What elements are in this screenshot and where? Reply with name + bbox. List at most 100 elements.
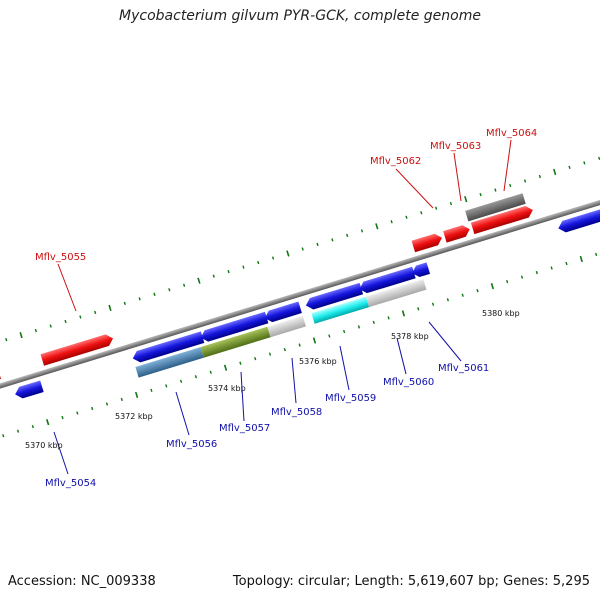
scale-tick-top — [316, 242, 319, 247]
scale-tick-bottom — [120, 397, 123, 402]
scale-tick-bottom — [579, 255, 583, 263]
scale-tick-bottom — [446, 298, 449, 302]
scale-tick-top — [5, 337, 8, 342]
genome-backbone — [0, 181, 600, 408]
gene-label-mflv-5056: Mflv_5056 — [166, 439, 217, 450]
scale-tick-bottom — [46, 419, 50, 426]
map-title: Mycobacterium gilvum PYR-GCK, complete g… — [119, 8, 481, 24]
scale-tick-top — [301, 247, 304, 251]
scale-tick-top — [227, 270, 230, 274]
scale-tick-top — [583, 161, 586, 165]
scale-tick-top — [390, 220, 393, 224]
gene-mflv-5059 — [305, 282, 364, 310]
feature-light-a — [267, 315, 306, 338]
gene-mflv-5060 — [359, 266, 416, 294]
scale-tick-bottom — [134, 391, 139, 399]
gene-mflv-5055 — [40, 334, 114, 366]
scale-tick-bottom — [223, 364, 228, 371]
scale-tick-bottom — [506, 279, 509, 284]
feature-cyan — [311, 296, 370, 324]
kbp-label: 5370 kbp — [25, 441, 63, 450]
scale-tick-top — [538, 174, 541, 179]
scale-tick-top — [360, 229, 364, 233]
scale-tick-bottom — [417, 307, 420, 311]
kbp-label: 5372 kbp — [115, 412, 153, 421]
scale-tick-top — [242, 265, 245, 269]
scale-tick-top — [523, 179, 527, 183]
scale-tick-bottom — [179, 379, 183, 383]
leader-lines — [53, 139, 512, 475]
scale-tick-top — [286, 250, 290, 257]
scale-tick-top — [434, 206, 438, 210]
accession-text: Accession: NC_009338 — [8, 574, 156, 589]
scale-tick-bottom — [76, 411, 79, 415]
gene-label-mflv-5064: Mflv_5064 — [486, 128, 537, 139]
scale-tick-bottom — [268, 352, 272, 356]
scale-tick-bottom — [595, 252, 598, 257]
scale-tick-top — [271, 256, 275, 260]
scale-tick-bottom — [431, 302, 435, 306]
gene-label-mflv-5063: Mflv_5063 — [430, 141, 481, 152]
kbp-labels: 5370 kbp 5372 kbp 5374 kbp 5376 kbp 5378… — [25, 309, 520, 450]
gene-label-mflv-5060: Mflv_5060 — [383, 377, 434, 388]
scale-tick-bottom — [150, 388, 153, 393]
scale-tick-top — [331, 238, 334, 242]
top-tick-row — [5, 156, 600, 342]
scale-tick-bottom — [61, 415, 64, 420]
scale-tick-top — [212, 274, 215, 278]
gene-mflv-5056 — [132, 331, 205, 363]
topology-summary: Topology: circular; Length: 5,619,607 bp… — [232, 574, 590, 589]
scale-tick-top — [123, 301, 126, 306]
scale-tick-top — [553, 168, 557, 176]
scale-tick-top — [598, 156, 600, 160]
leader-mflv-5059 — [339, 345, 350, 391]
gene-reverse-right-edge — [558, 195, 600, 233]
leader-mflv-5062 — [395, 168, 434, 209]
gene-mflv-5062 — [411, 233, 443, 253]
gene-label-mflv-5055: Mflv_5055 — [35, 252, 86, 263]
bottom-tick-row — [2, 252, 598, 438]
scale-tick-bottom — [194, 375, 198, 379]
scale-tick-bottom — [312, 337, 317, 344]
scale-tick-bottom — [520, 275, 524, 279]
scale-tick-top — [464, 196, 468, 203]
gene-mflv-5061 — [412, 262, 431, 278]
scale-tick-top — [375, 223, 379, 230]
leader-mflv-5055 — [57, 263, 77, 312]
gene-label-mflv-5057: Mflv_5057 — [219, 423, 270, 434]
scale-tick-top — [168, 288, 171, 292]
scale-tick-bottom — [31, 425, 34, 429]
scale-tick-bottom — [328, 334, 331, 338]
gene-mflv-5064-feature — [465, 193, 526, 222]
scale-tick-bottom — [476, 289, 479, 293]
scale-tick-top — [197, 277, 201, 284]
scale-tick-bottom — [357, 325, 361, 329]
scale-tick-bottom — [165, 384, 168, 388]
kbp-label: 5376 kbp — [299, 357, 337, 366]
scale-tick-top — [479, 192, 482, 197]
feature-steel — [135, 347, 204, 378]
scale-tick-bottom — [16, 429, 20, 433]
scale-tick-top — [34, 328, 38, 333]
scale-tick-top — [138, 297, 141, 301]
scale-tick-top — [183, 283, 186, 287]
scale-tick-bottom — [490, 283, 494, 290]
kbp-label: 5378 kbp — [391, 332, 429, 341]
scale-tick-top — [346, 233, 349, 238]
scale-tick-bottom — [565, 261, 568, 266]
gene-label-mflv-5061: Mflv_5061 — [438, 363, 489, 374]
kbp-label: 5380 kbp — [482, 309, 520, 318]
scale-tick-top — [108, 304, 112, 311]
gene-mflv-5058 — [264, 301, 302, 323]
gene-mflv-5057 — [200, 311, 269, 342]
gene-label-mflv-5058: Mflv_5058 — [271, 407, 322, 418]
gene-label-mflv-5062: Mflv_5062 — [370, 156, 421, 167]
scale-tick-top — [257, 260, 260, 265]
scale-tick-top — [19, 331, 23, 339]
gene-mflv-5063 — [443, 225, 470, 243]
scale-tick-bottom — [401, 310, 406, 317]
leader-mflv-5054 — [53, 431, 69, 475]
scale-tick-top — [494, 188, 497, 192]
feature-olive — [200, 326, 271, 358]
